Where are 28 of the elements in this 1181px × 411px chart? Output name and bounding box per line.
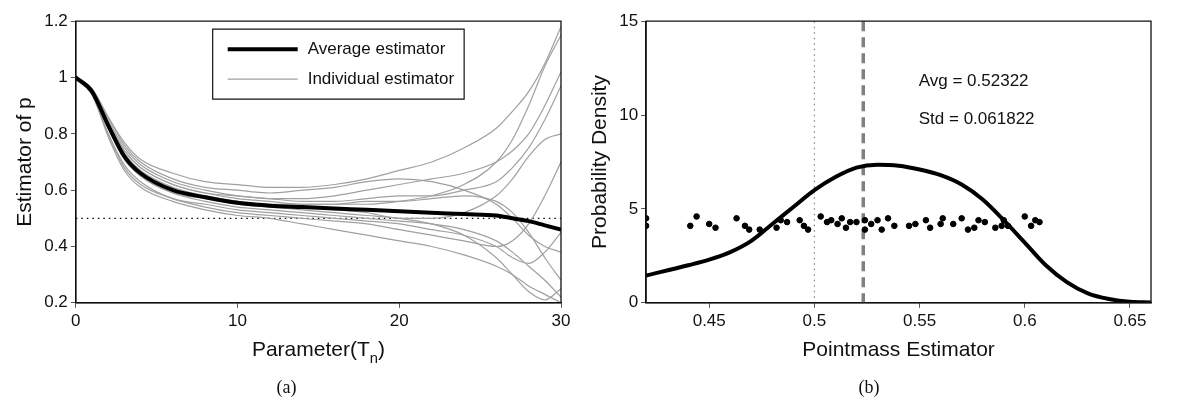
y-tick-label: 1 (58, 67, 68, 87)
y-tick-label: 0.6 (44, 179, 68, 199)
y-tick-label: 0.4 (44, 236, 68, 256)
x-tick-label: 0.45 (692, 310, 726, 330)
x-tick-label: 20 (389, 310, 409, 330)
y-tick-label: 1.2 (44, 10, 68, 30)
text: (a) (276, 376, 297, 398)
y-tick-label: 0.8 (44, 123, 68, 143)
x-tick-label: 0.55 (903, 310, 937, 330)
y-tick-label: 0.2 (44, 292, 68, 312)
annotation: Std = 0.061822 (918, 108, 1035, 128)
x-tick-label: 0 (71, 310, 81, 330)
x-tick-label: 30 (551, 310, 571, 330)
y-tick-label: 0 (628, 292, 639, 312)
y-axis-title: Estimator of p (11, 97, 35, 227)
x-tick-label: 0.65 (1113, 310, 1147, 330)
x-tick-label: 0.5 (802, 310, 827, 330)
x-axis-title: Pointmass Estimator (802, 337, 995, 361)
text: (b) (858, 376, 880, 398)
y-tick-label: 10 (619, 104, 639, 124)
legend-label: Average estimator (307, 38, 446, 58)
x-tick-label: 0.6 (1012, 310, 1037, 330)
x-tick-label: 10 (228, 310, 248, 330)
annotation: Avg = 0.52322 (918, 70, 1029, 90)
legend-label: Individual estimator (307, 68, 455, 88)
y-tick-label: 5 (628, 198, 639, 218)
y-axis-title: Probability Density (586, 74, 610, 249)
y-tick-label: 15 (619, 10, 639, 30)
